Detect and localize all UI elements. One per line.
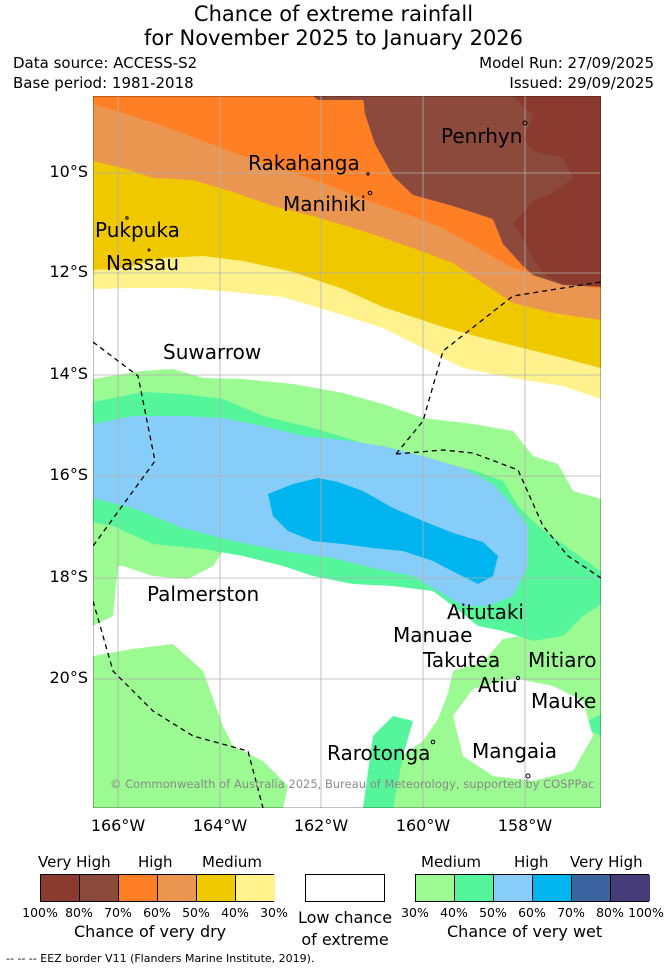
model-run: Model Run: 27/09/2025 <box>479 54 654 72</box>
y-tick-20s: 20°S <box>49 668 88 687</box>
legend-neutral-label-1: Low chance <box>297 908 393 927</box>
label-takutea: Takutea <box>423 648 501 672</box>
base-period: Base period: 1981-2018 <box>13 74 194 92</box>
legend-wet-swatch-4 <box>533 875 572 901</box>
legend-neutral-label-2: of extreme <box>301 930 389 949</box>
legend-wet-pct-70: 70% <box>557 905 585 920</box>
legend-wet-pct-80: 80% <box>596 905 624 920</box>
label-suwarrow: Suwarrow <box>163 340 262 364</box>
legend-dry-pct-80: 80% <box>65 905 93 920</box>
legend-dry-pct-40: 40% <box>221 905 249 920</box>
title-line-2: for November 2025 to January 2026 <box>143 26 524 50</box>
y-tick-12s: 12°S <box>49 262 88 281</box>
label-mangaia: Mangaia <box>472 739 557 763</box>
label-nassau: Nassau <box>106 251 179 275</box>
legend-dry-swatch-3 <box>119 875 158 901</box>
x-tick-160w: 160°W <box>395 816 451 835</box>
legend-wet-pct-30: 30% <box>401 905 429 920</box>
x-tick-164w: 164°W <box>192 816 248 835</box>
label-manuae: Manuae <box>393 623 473 647</box>
data-source: Data source: ACCESS-S2 <box>13 54 198 72</box>
issued-date: Issued: 29/09/2025 <box>509 74 654 92</box>
legend-dry-pct-30: 30% <box>260 905 288 920</box>
legend-wet-swatch-2 <box>455 875 494 901</box>
label-penrhyn: Penrhyn <box>441 124 523 148</box>
title-line-1: Chance of extreme rainfall <box>193 2 474 26</box>
legend-wet-swatch-5 <box>572 875 611 901</box>
label-rarotonga: Rarotonga <box>327 741 431 765</box>
legend-dry-swatch-4 <box>158 875 197 901</box>
label-mauke: Mauke <box>531 689 597 713</box>
legend-wet-medium: Medium <box>421 853 481 871</box>
y-tick-16s: 16°S <box>49 465 88 484</box>
legend-dry-swatch-5 <box>197 875 236 901</box>
label-aitutaki: Aitutaki <box>447 600 524 624</box>
x-tick-158w: 158°W <box>497 816 553 835</box>
legend-dry-pct-50: 50% <box>182 905 210 920</box>
label-mitiaro: Mitiaro <box>528 648 597 672</box>
y-tick-14s: 14°S <box>49 364 88 383</box>
legend-wet-pct-60: 60% <box>518 905 546 920</box>
x-tick-162w: 162°W <box>293 816 349 835</box>
label-pukapuka: Pukpuka <box>95 218 180 242</box>
legend-wet-high: High <box>514 853 549 871</box>
legend-wet-swatch-1 <box>416 875 455 901</box>
legend-wet-swatch-6 <box>611 875 650 901</box>
wet-band-blue <box>268 478 498 584</box>
legend-dry-colorbar <box>40 874 275 902</box>
legend-neutral-swatch <box>305 874 385 902</box>
label-rakahanga: Rakahanga <box>248 151 360 175</box>
legend-wet-label: Chance of very wet <box>447 922 603 941</box>
legend-wet-very-high: Very High <box>570 853 643 871</box>
copyright-notice: © Commonwealth of Australia 2025, Bureau… <box>110 777 595 791</box>
dry-band-dark-brown <box>513 96 601 286</box>
eez-border <box>93 281 601 808</box>
label-palmerston: Palmerston <box>147 582 260 606</box>
label-manihiki: Manihiki <box>283 192 367 216</box>
label-atiu: Atiu <box>478 673 518 697</box>
y-tick-18s: 18°S <box>49 567 88 586</box>
legend-dry-high: High <box>138 853 173 871</box>
legend-dry-pct-100: 100% <box>22 905 58 920</box>
legend-dry-swatch-1 <box>41 875 80 901</box>
legend-wet-pct-50: 50% <box>479 905 507 920</box>
legend-wet-pct-40: 40% <box>440 905 468 920</box>
legend-dry-swatch-2 <box>80 875 119 901</box>
legend-wet-swatch-3 <box>494 875 533 901</box>
legend-dry-label: Chance of very dry <box>74 922 227 941</box>
rainfall-map <box>93 96 601 808</box>
y-tick-10s: 10°S <box>49 162 88 181</box>
legend-wet-pct-100: 100% <box>628 905 664 920</box>
eez-footnote: -- -- -- EEZ border V11 (Flanders Marine… <box>6 952 315 965</box>
legend-dry-pct-60: 60% <box>143 905 171 920</box>
legend-dry-pct-70: 70% <box>104 905 132 920</box>
legend-dry-swatch-6 <box>236 875 275 901</box>
x-tick-166w: 166°W <box>90 816 146 835</box>
legend-wet-colorbar <box>415 874 650 902</box>
wet-band-light-green-west <box>93 644 288 808</box>
legend-dry-medium: Medium <box>202 853 262 871</box>
legend-dry-very-high: Very High <box>38 853 111 871</box>
